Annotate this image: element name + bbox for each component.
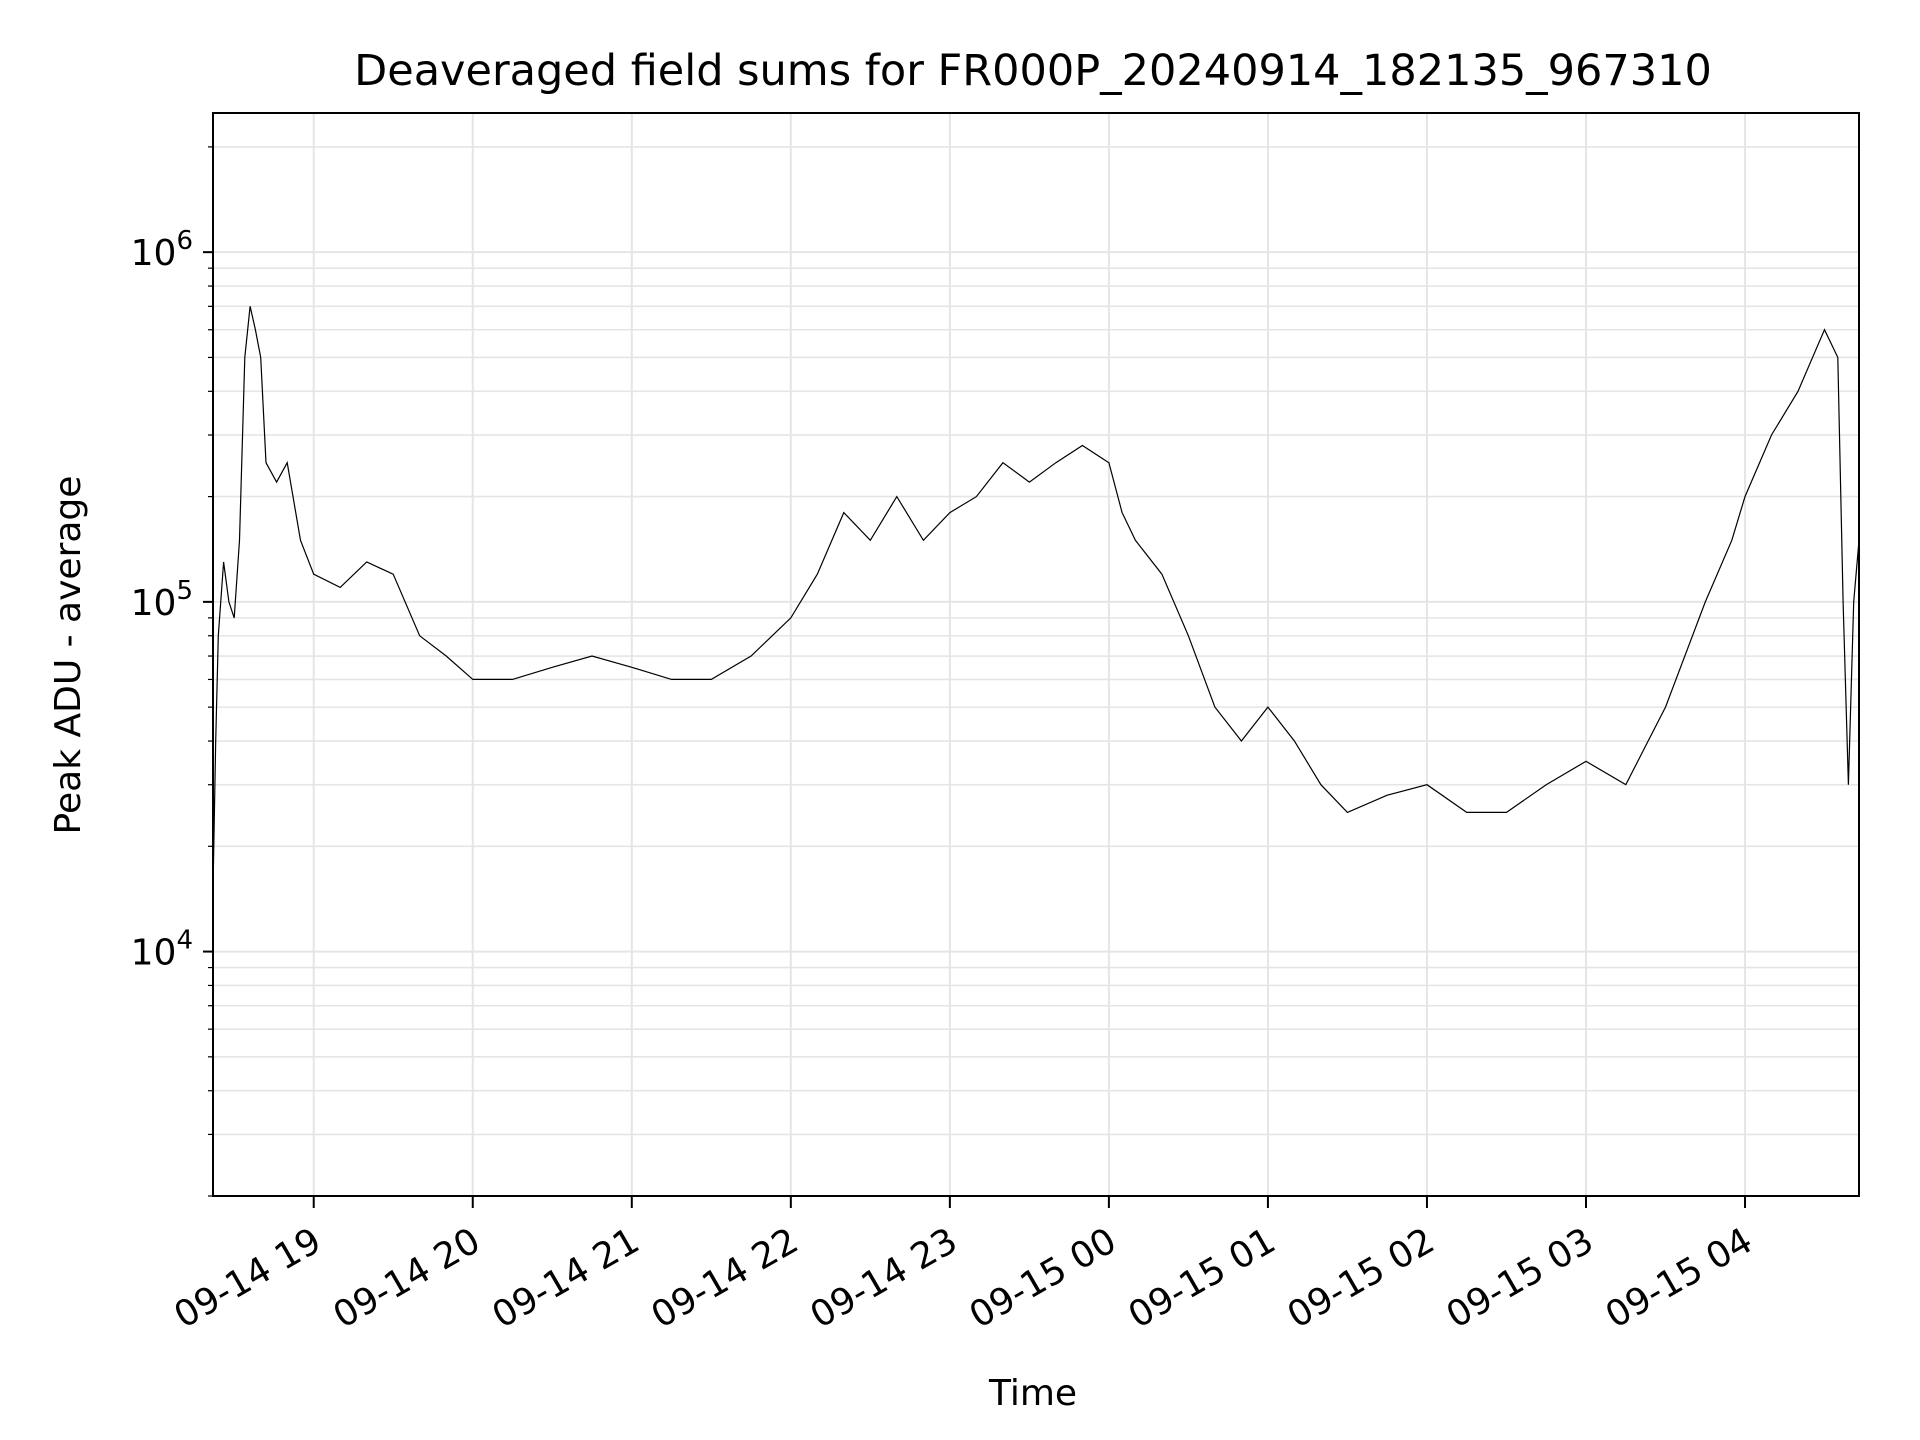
x-tick-label: 09-15 04 (1599, 1220, 1760, 1336)
x-tick-label: 09-14 20 (327, 1220, 488, 1336)
x-axis-label: Time (988, 1373, 1077, 1414)
x-tick-label: 09-14 21 (486, 1220, 647, 1336)
x-tick-label: 09-15 02 (1281, 1220, 1442, 1336)
x-tick-label: 09-14 23 (804, 1220, 965, 1336)
x-tick-label: 09-15 03 (1440, 1220, 1601, 1336)
y-tick-label: 104 (131, 926, 193, 974)
series-layer (212, 306, 1860, 891)
y-tick-label: 105 (131, 576, 193, 624)
x-tick-label: 09-14 22 (645, 1220, 806, 1336)
y-tick-label: 106 (131, 226, 193, 274)
plot-frame (212, 112, 1860, 1197)
series-line (212, 306, 1860, 891)
x-tick-label: 09-15 00 (963, 1220, 1124, 1336)
chart-title: Deaveraged field sums for FR000P_2024091… (354, 46, 1712, 96)
x-tick-label: 09-15 01 (1122, 1220, 1283, 1336)
x-tick-label: 09-14 19 (168, 1220, 329, 1336)
y-axis-label: Peak ADU - average (48, 476, 89, 835)
grid (213, 113, 1859, 1197)
